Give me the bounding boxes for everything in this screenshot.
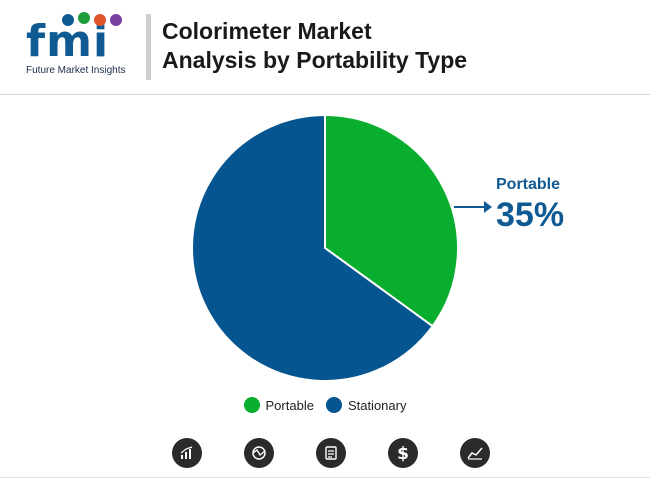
chart-legend: Portable Stationary: [0, 397, 650, 413]
title-line-2: Analysis by Portability Type: [162, 47, 468, 73]
logo-text: fmi: [26, 16, 110, 67]
legend-item-stationary[interactable]: Stationary: [325, 397, 407, 413]
dollar-icon[interactable]: $: [388, 438, 418, 468]
footer-icon-bar: $: [0, 438, 650, 468]
legend-label-stationary: Stationary: [347, 397, 407, 413]
logo-dot: [62, 14, 74, 26]
pie-slice-portable[interactable]: [324, 113, 459, 328]
title-line-1: Colorimeter Market: [162, 18, 372, 44]
header: fmi Future Market Insights Colorimeter M…: [0, 0, 650, 95]
trend-chart-icon[interactable]: [460, 438, 490, 468]
document-icon[interactable]: [316, 438, 346, 468]
callout-label: Portable: [496, 176, 561, 193]
pie-chart: [191, 113, 492, 382]
logo-caption: Future Market Insights: [26, 65, 126, 76]
header-rule: [0, 94, 650, 95]
header-divider: [146, 14, 151, 80]
callout-value: 35%: [496, 196, 565, 234]
globe-chart-icon[interactable]: [244, 438, 274, 468]
legend-item-portable[interactable]: Portable: [243, 397, 314, 413]
brand-logo[interactable]: fmi Future Market Insights: [22, 10, 134, 78]
logo-dot: [94, 14, 106, 26]
page-title: Colorimeter Market Analysis by Portabili…: [162, 17, 467, 75]
callout-arrow-head: [484, 201, 492, 213]
legend-swatch-portable: [243, 397, 260, 413]
logo-dot: [78, 12, 90, 24]
legend-swatch-stationary: [325, 397, 342, 413]
pie-slice-stationary[interactable]: [191, 113, 434, 382]
legend-label-portable: Portable: [265, 397, 314, 413]
svg-text:$: $: [397, 444, 409, 462]
logo-dot: [110, 14, 122, 26]
bar-chart-icon[interactable]: [172, 438, 202, 468]
footer-rule: [0, 477, 650, 478]
